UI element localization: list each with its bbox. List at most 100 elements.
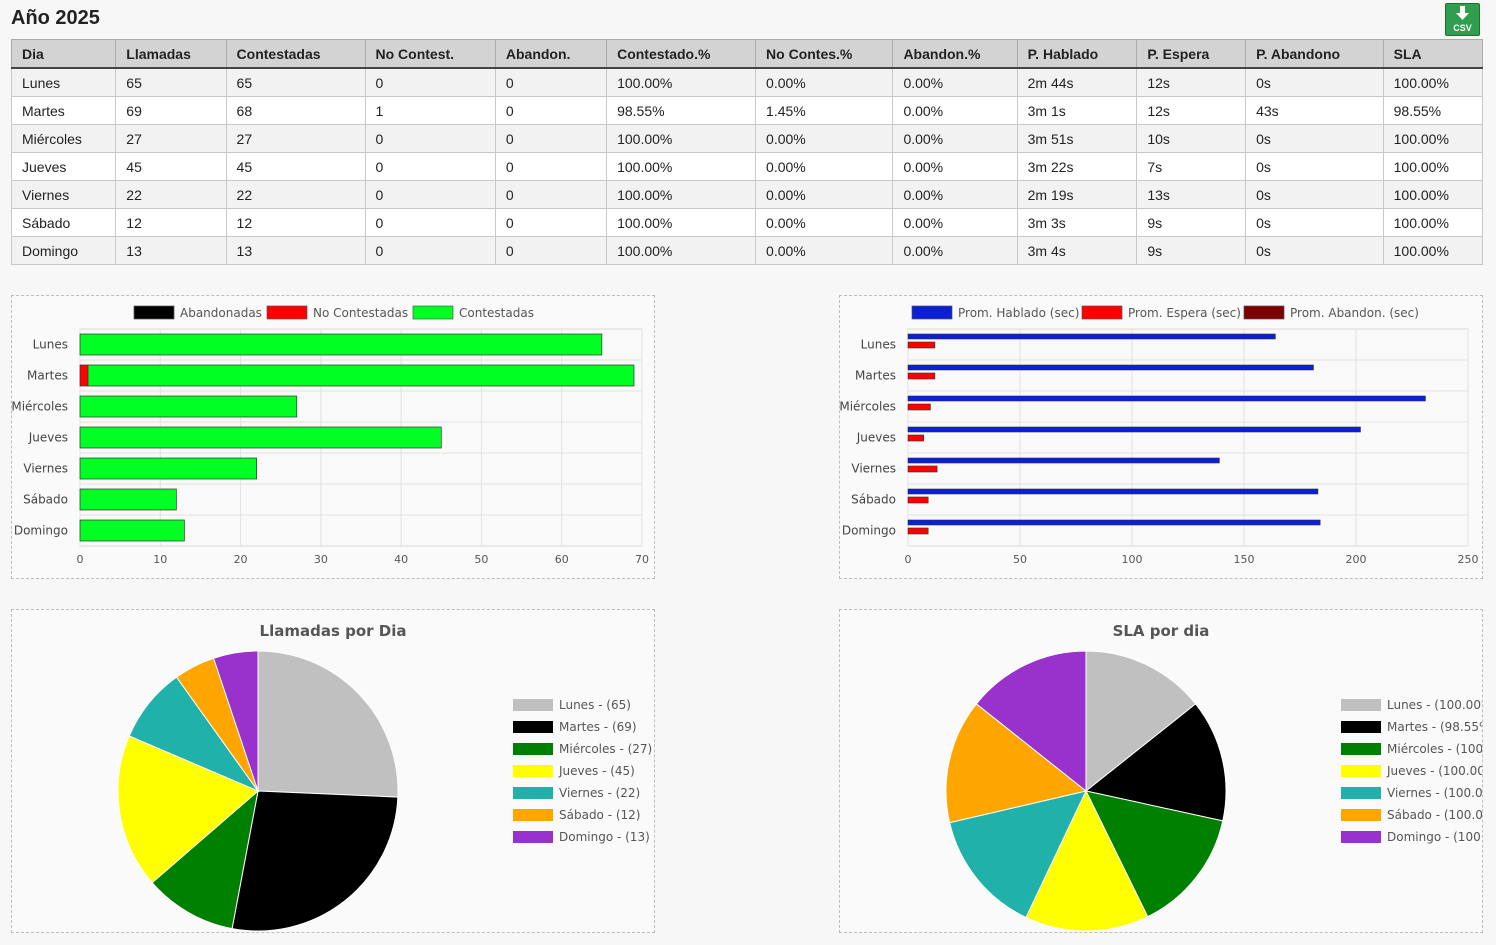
table-cell: 27 <box>115 124 227 153</box>
bar <box>907 403 931 411</box>
bar <box>907 434 924 442</box>
category-label: Viernes <box>23 462 68 476</box>
legend-swatch <box>1341 699 1381 711</box>
category-label: Domingo <box>842 524 896 538</box>
x-tick-label: 60 <box>555 553 569 566</box>
table-cell: 0.00% <box>892 152 1018 181</box>
table-cell: 65 <box>225 67 366 97</box>
plot-area <box>907 328 1469 547</box>
csv-download-button[interactable]: CSV <box>1445 3 1480 36</box>
table-cell: 0s <box>1245 236 1384 265</box>
table-cell: 13 <box>115 236 227 265</box>
table-cell: 0.00% <box>755 152 894 181</box>
table-cell: 27 <box>225 124 366 153</box>
table-cell: 2m 19s <box>1016 180 1138 209</box>
table-cell: 100.00% <box>606 67 757 97</box>
legend-label: No Contestadas <box>313 306 408 320</box>
column-header[interactable]: P. Hablado <box>1016 39 1138 69</box>
table-cell: 0.00% <box>892 124 1018 153</box>
times-bar-chart: 0 50 100 150 200 250 Lunes Martes Miércoles Jueve… <box>839 305 1479 566</box>
stats-table: Dia Llamadas Contestadas No Contest. Abandon… <box>10 39 1484 265</box>
legend-label: Domingo - (13) <box>559 830 650 844</box>
pie-slice <box>945 703 1088 824</box>
table-cell: Lunes <box>10 67 117 97</box>
table-cell: 12 <box>225 208 366 237</box>
column-header[interactable]: P. Abandono <box>1245 39 1384 69</box>
chart-title: SLA por dia <box>1113 622 1210 640</box>
table-cell: 0 <box>364 180 496 209</box>
x-tick-label: 100 <box>1122 553 1143 566</box>
table-cell: 12s <box>1136 96 1247 125</box>
table-cell: 100.00% <box>606 236 757 265</box>
table-cell: 2m 44s <box>1016 67 1138 97</box>
pie-slice <box>1025 789 1149 932</box>
download-arrow-icon <box>1456 6 1469 20</box>
x-tick-label: 40 <box>394 553 408 566</box>
table-row: Sábado 12 12 0 0 100.00% 0.00% 0.00% 3m 3s 9s 0s 10… <box>10 208 1484 237</box>
table-cell: 0 <box>364 124 496 153</box>
legend-swatch <box>513 809 553 821</box>
table-cell: 0 <box>364 236 496 265</box>
table-cell: 3m 51s <box>1016 124 1138 153</box>
category-label: Lunes <box>33 338 68 352</box>
column-header[interactable]: No Contes.% <box>755 39 894 69</box>
table-cell: 0 <box>494 124 608 153</box>
table-cell: 0 <box>364 152 496 181</box>
column-header[interactable]: P. Espera <box>1136 39 1247 69</box>
table-cell: 3m 22s <box>1016 152 1138 181</box>
legend-label: Jueves - (100.00%) <box>1386 764 1482 778</box>
bar <box>79 395 298 418</box>
category-label: Jueves <box>28 431 68 445</box>
legend-swatch <box>911 305 953 320</box>
pie-slice <box>231 790 399 932</box>
table-cell: 0.00% <box>755 180 894 209</box>
table-cell: 7s <box>1136 152 1247 181</box>
table-row: Viernes 22 22 0 0 100.00% 0.00% 0.00% 2m 19s 13s 0… <box>10 180 1484 209</box>
legend-label: Prom. Abandon. (sec) <box>1290 306 1419 320</box>
table-cell: 0 <box>494 96 608 125</box>
bar <box>907 519 1321 526</box>
table-cell: 100.00% <box>1382 236 1484 265</box>
calls-pie-chart-panel: Llamadas por Dia Lunes - (65) Martes - (69… <box>11 609 655 933</box>
category-label: Miércoles <box>12 400 68 414</box>
bar <box>907 395 1426 402</box>
column-header[interactable]: Abandon.% <box>892 39 1018 69</box>
bar <box>79 333 603 356</box>
table-cell: Domingo <box>10 236 117 265</box>
column-header[interactable]: SLA <box>1382 39 1484 69</box>
legend-label: Sábado - (100.00%) <box>1387 808 1482 822</box>
table-cell: 0.00% <box>755 236 894 265</box>
table-cell: 0.00% <box>892 208 1018 237</box>
legend-label: Martes - (69) <box>559 720 637 734</box>
table-cell: 13 <box>225 236 366 265</box>
table-cell: 22 <box>225 180 366 209</box>
legend-label: Lunes - (65) <box>559 698 631 712</box>
x-tick-label: 200 <box>1346 553 1367 566</box>
column-header[interactable]: Contestado.% <box>606 39 757 69</box>
pie-slice <box>212 650 259 792</box>
bar <box>79 426 442 449</box>
column-header[interactable]: Dia <box>10 39 117 69</box>
bar <box>907 372 936 380</box>
column-header[interactable]: Llamadas <box>115 39 227 69</box>
legend-swatch <box>513 765 553 777</box>
page-title: Año 2025 <box>11 7 100 29</box>
column-header[interactable]: Abandon. <box>494 39 608 69</box>
table-cell: 1.45% <box>755 96 894 125</box>
legend-label: Prom. Espera (sec) <box>1128 306 1241 320</box>
table-cell: Miércoles <box>10 124 117 153</box>
table-cell: 69 <box>115 96 227 125</box>
column-header[interactable]: No Contest. <box>364 39 496 69</box>
column-header[interactable]: Contestadas <box>225 39 366 69</box>
table-cell: 43s <box>1245 96 1384 125</box>
x-tick-label: 250 <box>1458 553 1479 566</box>
table-cell: Sábado <box>10 208 117 237</box>
legend-swatch <box>1341 831 1381 843</box>
table-cell: 100.00% <box>606 124 757 153</box>
bar <box>907 496 929 504</box>
legend-swatch <box>1341 809 1381 821</box>
table-cell: Martes <box>10 96 117 125</box>
bar <box>907 341 936 349</box>
table-cell: 0 <box>494 180 608 209</box>
legend-label: Jueves - (45) <box>558 764 635 778</box>
